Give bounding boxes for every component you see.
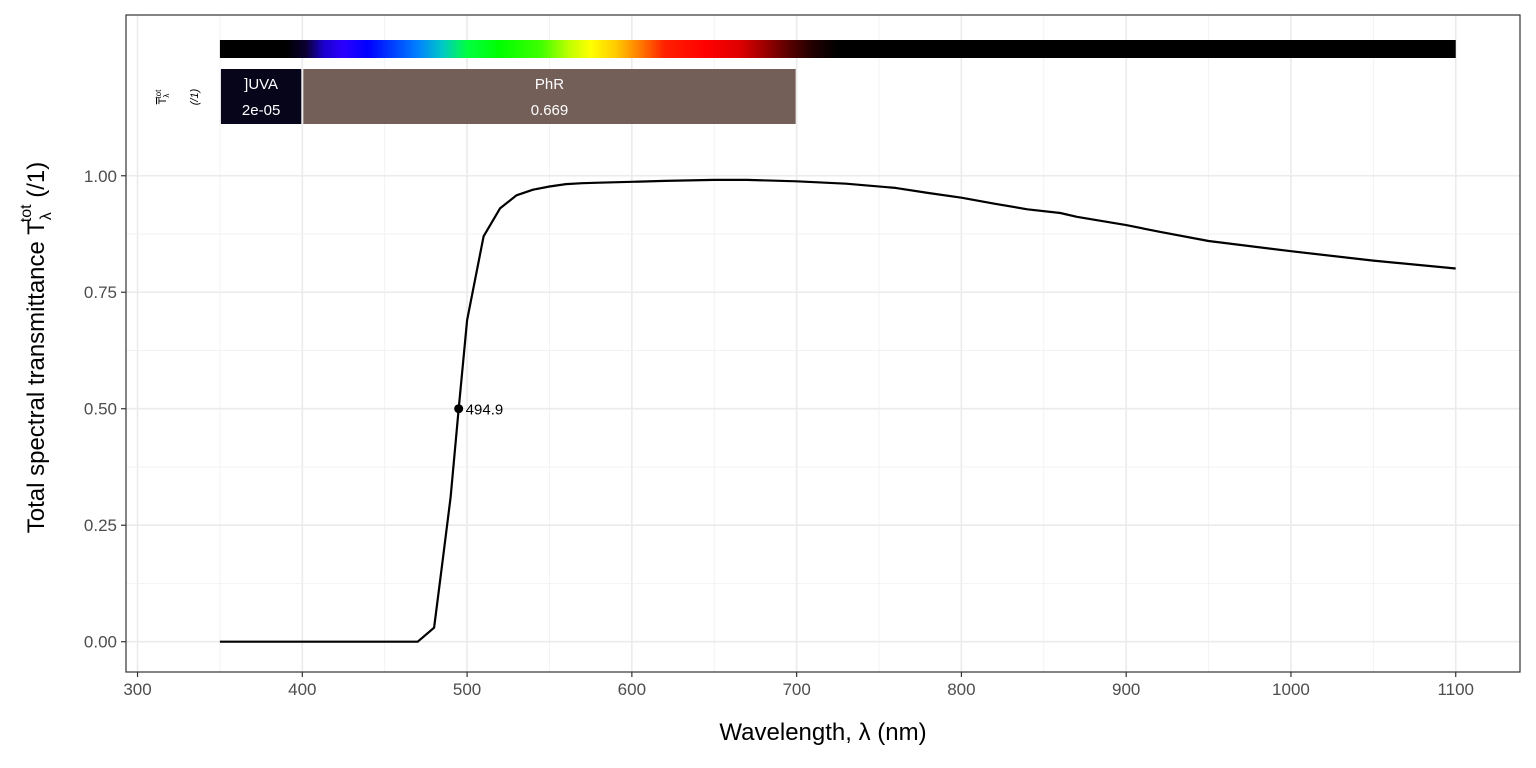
y-tick-label: 1.00 (84, 167, 117, 186)
x-tick-label: 600 (618, 680, 646, 699)
summary-header-symbol: T (157, 97, 169, 104)
summary-header-units: (/1) (189, 88, 201, 105)
panel-border (125, 14, 1521, 673)
y-axis-title-subscript: λ (38, 212, 55, 220)
series-layer (219, 178, 1456, 643)
summary-header-label: Tλtot (154, 89, 171, 104)
x-tick-label: 500 (453, 680, 481, 699)
waveband-summary: ]UVA 2e-05 PhR 0.669 (220, 69, 796, 124)
x-axis-title: Wavelength, λ (nm) (719, 719, 926, 746)
y-tick-label: 0.50 (84, 400, 117, 419)
waveband-label: ]UVA (244, 76, 278, 93)
x-axis-ticks: 300 400 500 600 700 800 900 1000 1100 (123, 672, 1474, 699)
waveband-value: 0.669 (531, 102, 569, 119)
summary-header-superscript: tot (154, 89, 163, 99)
annotation-layer: 494.9 (454, 402, 503, 419)
y-tick-label: 0.25 (84, 516, 117, 535)
y-tick-label: 0.75 (84, 283, 117, 302)
y-axis-title-units: (/1) (23, 162, 50, 205)
annotation-label: 494.9 (466, 402, 504, 419)
spectrum-color-strip (219, 40, 1456, 58)
waveband-box (220, 69, 302, 124)
y-axis-title-main: Total spectral transmittance T (23, 220, 50, 533)
waveband-value: 2e-05 (242, 102, 280, 119)
spectrum-bar (219, 40, 1456, 58)
y-axis-ticks: 0.00 0.25 0.50 0.75 1.00 (84, 167, 126, 652)
x-tick-label: 900 (1112, 680, 1140, 699)
summary-header-subscript: λ (162, 94, 171, 98)
waveband-label: PhR (535, 76, 564, 93)
x-tick-label: 300 (123, 680, 151, 699)
y-axis-title-superscript: tot (18, 204, 35, 222)
y-tick-label: 0.00 (84, 633, 117, 652)
waveband-box (303, 69, 796, 124)
x-tick-label: 1000 (1272, 680, 1310, 699)
x-tick-label: 700 (782, 680, 810, 699)
x-tick-label: 1100 (1437, 680, 1474, 699)
y-axis-title: Total spectral transmittance Tλtot (/1) (18, 162, 55, 534)
series-line (219, 178, 1456, 643)
waveband-summary-header: Tλtot (/1) (154, 88, 201, 105)
grid (126, 15, 1520, 672)
annotation-point (454, 404, 464, 414)
x-tick-label: 400 (288, 680, 316, 699)
x-tick-label: 800 (947, 680, 975, 699)
